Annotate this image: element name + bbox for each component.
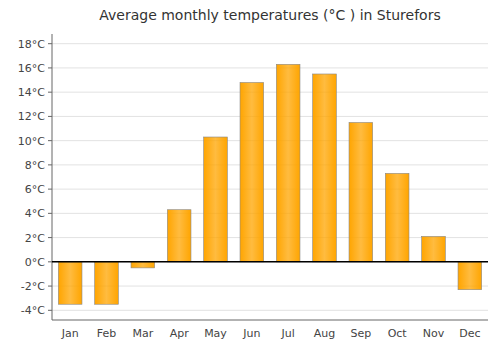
x-tick-label: Jun	[242, 327, 260, 340]
x-tick-label: Jan	[61, 327, 79, 340]
y-tick-label: 10°C	[18, 135, 45, 148]
x-tick-label: Aug	[314, 327, 335, 340]
bar	[204, 137, 228, 262]
bars	[52, 64, 488, 304]
bar	[58, 262, 82, 304]
x-tick-label: Jul	[281, 327, 295, 340]
x-tick-label: May	[204, 327, 227, 340]
x-tick-label: Feb	[97, 327, 116, 340]
x-axis-line	[52, 320, 488, 321]
bar	[349, 122, 373, 261]
y-tick	[48, 140, 52, 141]
grid-line	[52, 92, 488, 93]
y-tick	[48, 67, 52, 68]
grid-line	[52, 261, 488, 262]
y-tick-label: -2°C	[21, 280, 45, 293]
x-tick-label: Mar	[132, 327, 153, 340]
bar	[422, 236, 446, 261]
y-tick-label: 16°C	[18, 62, 45, 75]
bar	[276, 64, 300, 262]
y-tick	[48, 92, 52, 93]
y-tick-label: 8°C	[25, 159, 45, 172]
y-tick-label: 14°C	[18, 86, 45, 99]
chart-container: Average monthly temperatures (°C ) in St…	[0, 0, 500, 350]
grid	[52, 44, 488, 311]
grid-line	[52, 213, 488, 214]
x-tick-label: Dec	[459, 327, 480, 340]
y-tick	[48, 310, 52, 311]
bar	[458, 262, 482, 290]
y-tick	[48, 189, 52, 190]
bar	[240, 82, 264, 261]
y-tick	[48, 164, 52, 165]
grid-line	[52, 164, 488, 165]
bar	[131, 262, 155, 268]
bar	[95, 262, 119, 304]
y-tick-label: 2°C	[25, 232, 45, 245]
y-tick-label: -4°C	[21, 304, 45, 317]
y-tick-label: 12°C	[18, 110, 45, 123]
chart-title: Average monthly temperatures (°C ) in St…	[99, 7, 440, 23]
grid-line	[52, 140, 488, 141]
grid-line	[52, 43, 488, 44]
y-tick	[48, 237, 52, 238]
y-tick-label: 4°C	[25, 207, 45, 220]
y-tick-label: 0°C	[25, 256, 45, 269]
grid-line	[52, 116, 488, 117]
y-tick	[48, 43, 52, 44]
zero-line	[52, 261, 488, 263]
y-axis-line	[52, 34, 53, 320]
x-tick-label: Nov	[423, 327, 445, 340]
grid-line	[52, 67, 488, 68]
x-tick-label: Apr	[170, 327, 190, 340]
y-tick	[48, 286, 52, 287]
y-tick-label: 18°C	[18, 38, 45, 51]
grid-line	[52, 189, 488, 190]
y-tick	[48, 213, 52, 214]
chart-svg: Average monthly temperatures (°C ) in St…	[0, 0, 500, 350]
bar	[313, 74, 337, 262]
x-tick-label: Oct	[388, 327, 408, 340]
y-tick	[48, 261, 52, 262]
bar	[385, 173, 409, 261]
bar	[167, 210, 191, 262]
y-tick	[48, 116, 52, 117]
grid-line	[52, 310, 488, 311]
y-tick-label: 6°C	[25, 183, 45, 196]
x-tick-label: Sep	[350, 327, 371, 340]
